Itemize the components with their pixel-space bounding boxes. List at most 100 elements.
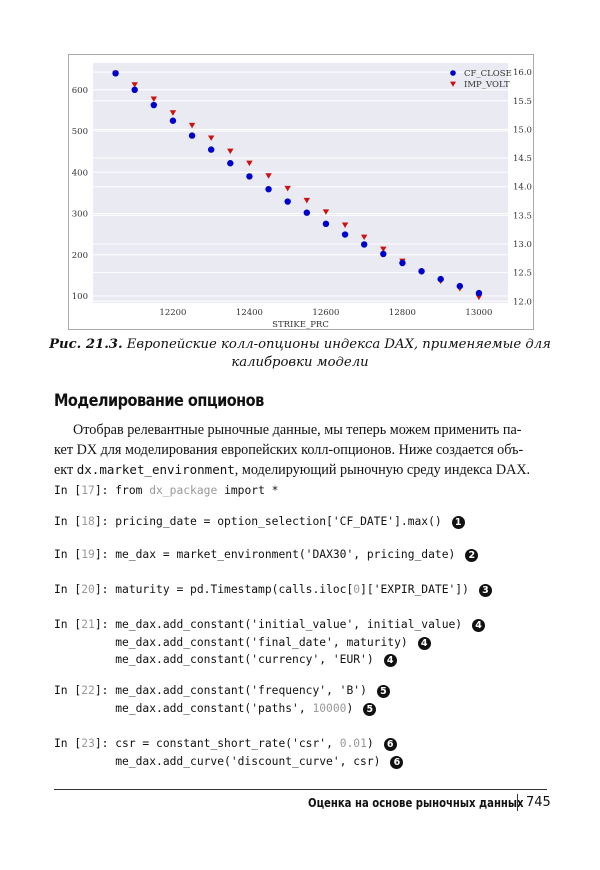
x-axis-label: STRIKE_PRC: [272, 320, 329, 330]
paragraph-line1: Отобрав релевантные рыночные данные, мы …: [73, 422, 522, 438]
cf-close-point: [303, 209, 311, 216]
cf-close-point: [150, 101, 158, 109]
code-token: ]: maturity = pd.Timestamp(calls.iloc[: [94, 583, 354, 596]
code-token: 18: [81, 515, 95, 528]
y-tick-label-right: 13.0: [513, 240, 532, 250]
code-token: 21: [81, 618, 95, 631]
caption-line1: Европейские колл-опционы индекса DAX, пр…: [126, 337, 551, 352]
cf-close-point: [341, 231, 349, 238]
imp-volt-point: [131, 82, 138, 88]
imp-volt-point: [322, 209, 330, 215]
code-token: ]: pricing_date = option_selection['CF_D…: [94, 515, 442, 528]
code-token: In [: [54, 515, 82, 528]
code-token: me_dax.add_constant('paths',: [54, 702, 313, 715]
code-token: import *: [217, 484, 279, 497]
cf-close-point: [246, 173, 253, 180]
cf-close-point: [399, 259, 406, 267]
legend-label-imp-volt: IMP_VOLT: [464, 80, 510, 90]
callout-marker: 3: [478, 584, 492, 597]
paragraph-line2: кет DX для моделирования европейских кол…: [54, 442, 524, 458]
cf-close-point: [131, 86, 138, 94]
x-tick-label: 12200: [159, 308, 186, 318]
cf-close-point: [207, 146, 215, 153]
callout-marker: 2: [465, 549, 479, 562]
page-number: 745: [526, 795, 551, 810]
y-tick-label-right: 13.5: [513, 211, 532, 221]
imp-volt-point: [265, 173, 272, 179]
code-line: In [22]: me_dax.add_constant('frequency'…: [54, 684, 390, 698]
callout-marker: 6: [383, 738, 397, 751]
imp-volt-point: [188, 122, 196, 129]
code-token: 19: [81, 548, 95, 561]
code-line: In [17]: from dx_package import *: [54, 484, 278, 497]
code-token: ]: from: [94, 484, 150, 497]
cf-close-point: [437, 275, 444, 283]
y-tick-label-right: 15.5: [513, 97, 532, 107]
code-token: ]: me_dax = market_environment('DAX30', …: [94, 548, 456, 561]
code-token: me_dax.add_constant('currency', 'EUR'): [54, 653, 374, 666]
y-tick-label-right: 14.5: [513, 154, 532, 164]
code-token: In [: [54, 618, 82, 631]
cf-close-point: [322, 220, 330, 228]
y-tick-label-right: 12.5: [513, 269, 532, 279]
x-tick-label: 12400: [236, 308, 263, 318]
imp-volt-point: [246, 160, 253, 167]
cf-close-point: [112, 70, 119, 77]
y-tick-label-right: 12.0: [513, 297, 532, 307]
cf-close-point: [418, 268, 425, 275]
code-line: In [21]: me_dax.add_constant('initial_va…: [54, 618, 486, 632]
callout-marker: 4: [417, 637, 431, 650]
cf-close-point: [360, 241, 368, 248]
y-tick-label-right: 14.0: [513, 183, 532, 193]
code-line: In [19]: me_dax = market_environment('DA…: [54, 548, 479, 562]
cf-close-point: [380, 250, 387, 258]
callout-marker: 4: [383, 654, 397, 667]
code-token: ): [346, 702, 354, 715]
cf-close-point: [475, 289, 483, 297]
code-token: ]: me_dax.add_constant('frequency', 'B'): [94, 684, 367, 697]
y-tick-label-right: 15.0: [513, 125, 532, 135]
code-token: In [: [54, 737, 82, 750]
code-line: me_dax.add_constant('final_date', maturi…: [54, 636, 431, 650]
imp-volt-point: [207, 135, 215, 141]
code-token: ): [366, 737, 374, 750]
callout-marker: 4: [472, 619, 486, 632]
code-line: In [18]: pricing_date = option_selection…: [54, 515, 465, 529]
code-line: me_dax.add_constant('currency', 'EUR') 4: [54, 653, 397, 667]
callout-marker: 5: [376, 685, 390, 698]
code-line: me_dax.add_constant('paths', 10000) 5: [54, 702, 377, 716]
code-token: 0: [353, 583, 361, 596]
paragraph-text: , моделирующий рыночную среду индекса DA…: [234, 462, 531, 478]
code-line: In [20]: maturity = pd.Timestamp(calls.i…: [54, 583, 492, 597]
imp-volt-point: [475, 294, 483, 301]
cf-close-point: [265, 185, 272, 193]
imp-volt-point: [150, 96, 158, 102]
y-tick-label-left: 200: [72, 251, 88, 261]
footer-separator: [517, 794, 518, 811]
code-token: ]: csr = constant_short_rate('csr',: [94, 737, 340, 750]
cf-close-point: [284, 198, 291, 205]
section-heading: Моделирование опционов: [54, 391, 264, 410]
footer-chapter-title: Оценка на основе рыночных данных: [308, 796, 524, 810]
code-token: me_dax.add_curve('discount_curve', csr): [54, 755, 381, 768]
code-token: 10000: [312, 702, 347, 715]
caption-label: Рис. 21.3.: [49, 337, 123, 352]
code-line: me_dax.add_curve('discount_curve', csr) 6: [54, 755, 404, 769]
imp-volt-point: [303, 197, 311, 204]
code-token: In [: [54, 484, 82, 497]
legend-marker-cf-close: [450, 70, 456, 76]
caption-line2: калибровки модели: [231, 355, 369, 370]
code-token: 17: [81, 484, 95, 497]
x-tick-label: 12800: [389, 308, 416, 318]
legend-label-cf-close: CF_CLOSE: [464, 69, 512, 79]
cf-close-point: [456, 282, 464, 290]
y-tick-label-left: 400: [72, 168, 88, 178]
callout-marker: 6: [390, 756, 404, 769]
callout-marker: 5: [363, 703, 377, 716]
paragraph-text: ект: [54, 462, 77, 478]
imp-volt-point: [341, 222, 349, 228]
figure-caption: Рис. 21.3. Европейские колл-опционы инде…: [40, 337, 560, 352]
scatter-chart: 100 200 300 400 500 600 12.0 12.5 13.0 13.5 14.0 14…: [72, 63, 532, 330]
code-token: In [: [54, 583, 82, 596]
y-tick-label-left: 300: [72, 210, 88, 220]
